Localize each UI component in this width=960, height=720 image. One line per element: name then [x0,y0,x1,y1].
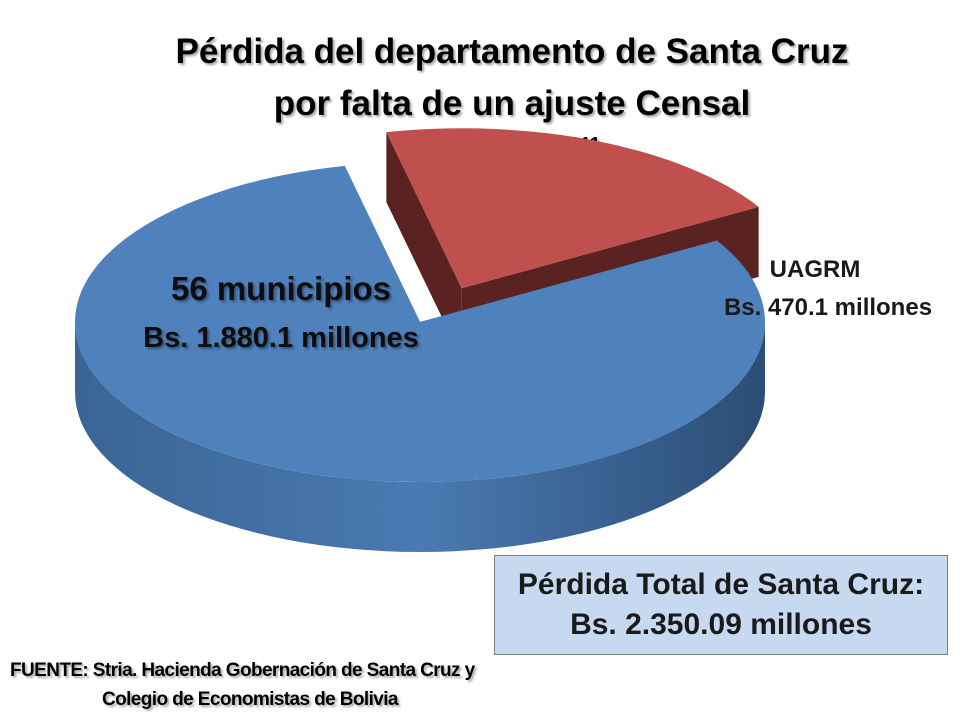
chart-title-line2: por falta de un ajuste Censal [273,84,751,123]
total-loss-label: Pérdida Total de Santa Cruz: [517,568,925,601]
slice-municipios-top [75,165,766,482]
slice-label-uagrm-name: UAGRM [769,256,861,283]
slice-uagrm-wall-0 [386,132,462,359]
source-line2: Colegio de Economistas de Bolivia [102,689,398,710]
slice-label-uagrm-value: Bs. 470.1 millones [723,294,933,321]
slice-label-municipios-value: Bs. 1.880.1 millones [143,322,419,354]
slice-label-municipios-name: 56 municipios [170,270,392,307]
total-loss-box: Pérdida Total de Santa Cruz: Bs. 2.350.0… [494,555,948,655]
total-loss-value: Bs. 2.350.09 millones [570,608,872,641]
slice-municipios-rim-0 [75,322,765,552]
slice-uagrm-top [386,128,759,289]
chart-title-line1: Pérdida del departamento de Santa Cruz [175,32,849,71]
source-line1: FUENTE: Stria. Hacienda Gobernación de S… [10,660,475,681]
